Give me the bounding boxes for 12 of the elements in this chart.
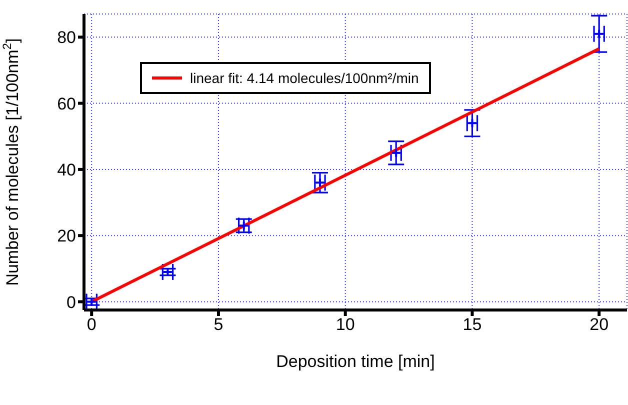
x-tick-label: 10: [336, 315, 355, 334]
x-tick-label: 20: [590, 315, 609, 334]
y-tick-label: 20: [57, 226, 76, 246]
y-tick-label: 60: [57, 94, 76, 114]
y-tick-label: 80: [57, 28, 76, 48]
x-tick-label: 0: [86, 315, 96, 334]
y-tick-label: 40: [57, 160, 76, 180]
legend-label: linear fit: 4.14 molecules/100nm²/min: [190, 70, 419, 86]
x-axis-title: Deposition time [min]: [276, 352, 435, 371]
x-tick-label: 15: [462, 315, 482, 334]
y-tick-label: 0: [66, 292, 76, 312]
x-tick-label: 5: [214, 315, 224, 334]
